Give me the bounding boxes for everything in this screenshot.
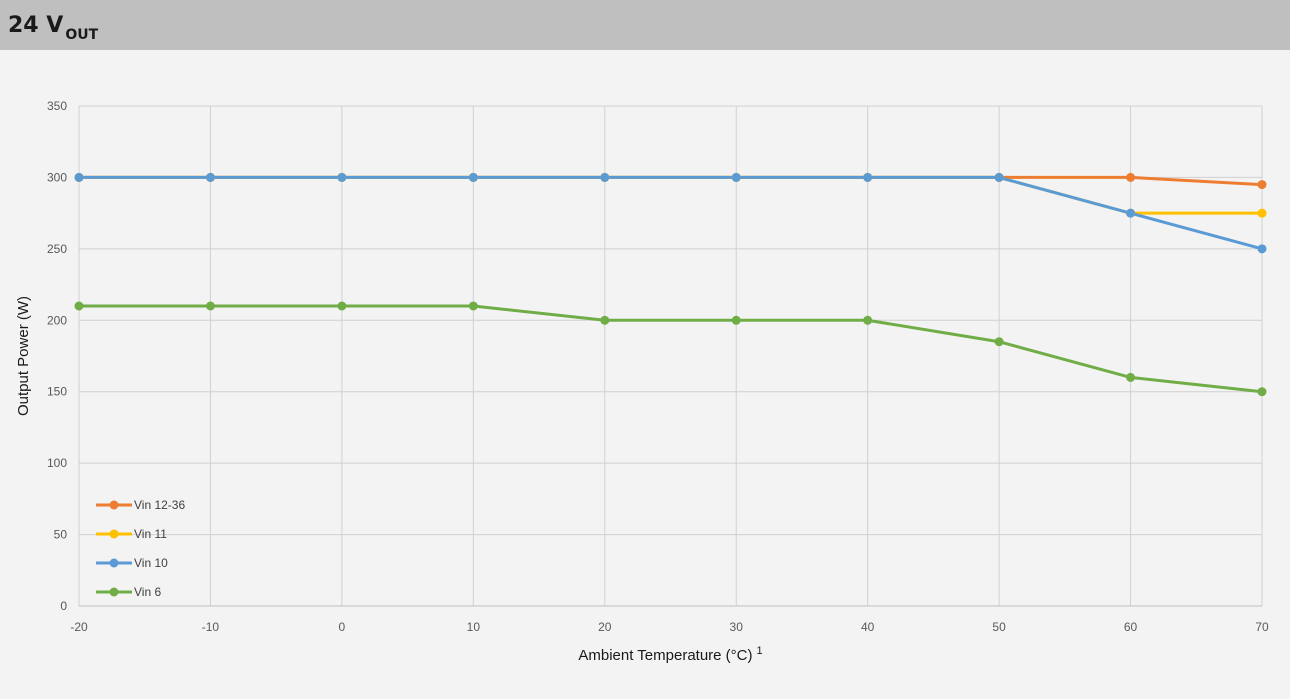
- data-point: [600, 315, 610, 325]
- y-tick-label: 200: [47, 313, 67, 327]
- chart-area: 0 50 100 150 200 250 300 350 -20 -10 0 10 20 30 40 50 60…: [0, 50, 1290, 699]
- data-point: [205, 301, 215, 311]
- title-subscript: OUT: [65, 27, 99, 43]
- x-tick-label: 40: [861, 620, 875, 634]
- x-tick-label: 70: [1255, 620, 1269, 634]
- data-point: [994, 172, 1004, 182]
- line-chart: 0 50 100 150 200 250 300 350 -20 -10 0 10 20 30 40 50 60…: [15, 99, 1269, 664]
- legend-swatch-marker: [109, 558, 119, 568]
- y-tick-label: 50: [54, 528, 68, 542]
- x-tick-label: 50: [992, 620, 1006, 634]
- data-point: [468, 301, 478, 311]
- series-line: [79, 175, 1263, 251]
- x-axis-title-superscript: 1: [757, 645, 763, 657]
- data-point: [731, 315, 741, 325]
- data-point: [1126, 172, 1136, 182]
- y-tick-label: 0: [60, 599, 67, 613]
- x-tick-label: 10: [467, 620, 481, 634]
- y-tick-label: 300: [47, 170, 67, 184]
- y-axis-title: Output Power (W): [15, 296, 32, 416]
- x-tick-label: 0: [339, 620, 346, 634]
- y-tick-label: 350: [47, 99, 67, 113]
- header-bar: 24 V OUT: [0, 0, 1290, 50]
- legend-swatch-marker: [109, 500, 119, 510]
- series-line: [79, 304, 1263, 394]
- data-point: [863, 315, 873, 325]
- data-point: [468, 172, 478, 182]
- data-point: [994, 337, 1004, 347]
- x-tick-label: -10: [202, 620, 220, 634]
- title-main: 24 V: [8, 13, 64, 38]
- data-point: [337, 172, 347, 182]
- y-tick-label: 150: [47, 385, 67, 399]
- y-tick-label: 100: [47, 456, 67, 470]
- x-tick-label: 60: [1124, 620, 1138, 634]
- legend-label: Vin 6: [134, 585, 161, 599]
- legend-label: Vin 10: [134, 556, 168, 570]
- x-tick-label: -20: [70, 620, 88, 634]
- data-point: [1257, 387, 1267, 397]
- legend-label: Vin 11: [134, 527, 167, 541]
- data-point: [1257, 244, 1267, 254]
- legend-swatch-marker: [109, 587, 119, 597]
- x-tick-label: 20: [598, 620, 612, 634]
- data-point: [1257, 208, 1267, 218]
- data-point: [337, 301, 347, 311]
- legend-swatch-marker: [109, 529, 119, 539]
- chart-title: 24 V OUT: [8, 13, 99, 44]
- data-point: [1126, 208, 1136, 218]
- data-point: [74, 172, 84, 182]
- data-point: [600, 172, 610, 182]
- data-point: [1126, 372, 1136, 382]
- data-point: [74, 301, 84, 311]
- data-point: [205, 172, 215, 182]
- data-point: [1257, 180, 1267, 190]
- x-tick-label: 30: [730, 620, 744, 634]
- data-point: [863, 172, 873, 182]
- data-point: [731, 172, 741, 182]
- series-line: [79, 175, 1262, 215]
- y-tick-label: 250: [47, 242, 67, 256]
- legend-label: Vin 12-36: [134, 498, 185, 512]
- x-axis-title: Ambient Temperature (°C) 1: [578, 645, 762, 664]
